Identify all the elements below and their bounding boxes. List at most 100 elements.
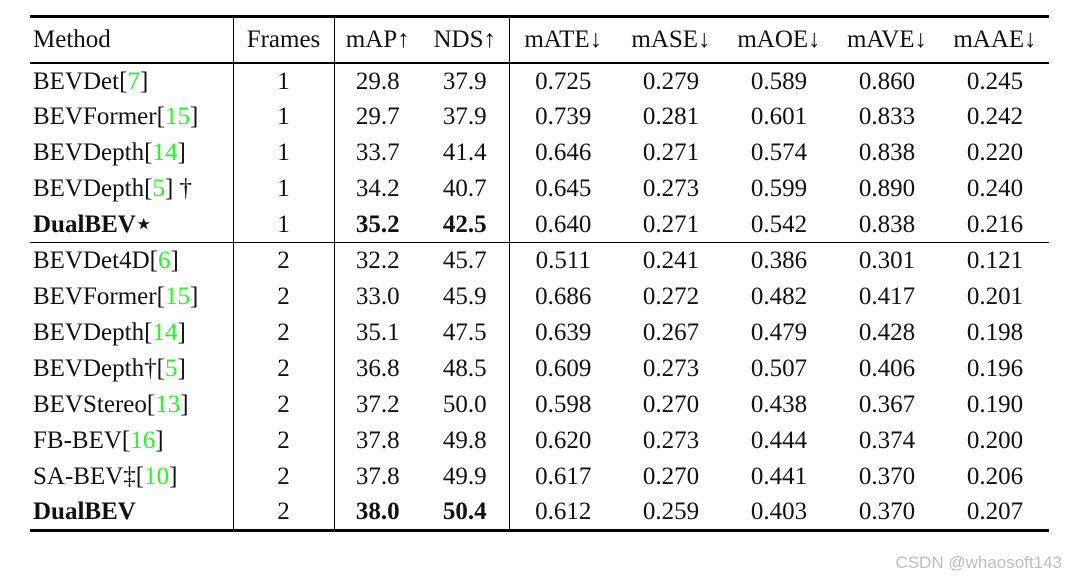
column-header-maoe: mAOE↓ bbox=[737, 26, 821, 54]
mase-cell: 0.270 bbox=[642, 463, 700, 490]
frames-cell: 2 bbox=[233, 494, 335, 531]
citation: [6] bbox=[150, 247, 179, 274]
method-cell: BEVFormer[15] bbox=[30, 278, 234, 315]
mave-cell: 0.417 bbox=[858, 283, 916, 310]
table-row: DualBEV 2 38.0 50.4 0.612 0.259 0.403 0.… bbox=[30, 494, 1049, 531]
mase-cell: 0.241 bbox=[642, 247, 700, 275]
frames-cell: 2 bbox=[233, 386, 335, 423]
mate-cell: 0.646 bbox=[535, 139, 592, 166]
method-cell: BEVDepth[14] bbox=[30, 314, 234, 351]
maoe-cell: 0.599 bbox=[750, 175, 808, 202]
maoe-cell: 0.403 bbox=[750, 498, 808, 526]
table-row: FB-BEV[16] 2 37.8 49.8 0.620 0.273 0.444… bbox=[30, 422, 1049, 459]
citation-number: 6 bbox=[157, 247, 171, 275]
nds-cell: 42.5 bbox=[421, 206, 510, 243]
maae-cell: 0.200 bbox=[966, 427, 1024, 454]
frames-cell: 2 bbox=[233, 314, 335, 351]
method-name: BEVStereo bbox=[33, 391, 147, 418]
mate-cell: 0.598 bbox=[535, 391, 592, 418]
table-row: DualBEV⋆ 1 35.2 42.5 0.640 0.271 0.542 0… bbox=[30, 206, 1049, 243]
maae-cell: 0.216 bbox=[966, 210, 1024, 238]
method-cell: BEVDepth[14] bbox=[30, 134, 234, 171]
method-name: BEVDet4D bbox=[33, 247, 150, 275]
frames-cell: 2 bbox=[233, 422, 335, 459]
method-cell: BEVDet4D[6] bbox=[30, 242, 234, 279]
nds-cell: 37.9 bbox=[421, 62, 510, 99]
method-cell: BEVDepth[5] † bbox=[30, 170, 234, 207]
citation-close-bracket: ] bbox=[189, 103, 199, 130]
maae-cell: 0.190 bbox=[966, 391, 1024, 418]
maoe-cell: 0.482 bbox=[750, 283, 808, 310]
nds-cell: 45.7 bbox=[421, 242, 510, 279]
mate-cell: 0.739 bbox=[535, 103, 592, 130]
method-cell: BEVFormer[15] bbox=[30, 98, 234, 135]
frames-cell: 1 bbox=[233, 62, 335, 99]
maae-cell: 0.201 bbox=[966, 283, 1024, 310]
table-row: BEVDepth[5] † 1 34.2 40.7 0.645 0.273 0.… bbox=[30, 170, 1049, 207]
citation-open-bracket: [ bbox=[135, 463, 145, 490]
column-header-method: Method bbox=[30, 16, 234, 63]
table-row: BEVStereo[13] 2 37.2 50.0 0.598 0.270 0.… bbox=[30, 386, 1049, 423]
mase-cell: 0.279 bbox=[642, 67, 700, 95]
table-row: BEVDet[7] 1 29.8 37.9 0.725 0.279 0.589 … bbox=[30, 62, 1049, 99]
mate-cell: 0.686 bbox=[535, 283, 592, 310]
method-suffix: † bbox=[173, 175, 193, 202]
citation: [15] bbox=[157, 103, 199, 130]
nds-cell: 50.4 bbox=[421, 494, 510, 531]
maoe-cell: 0.574 bbox=[750, 139, 808, 166]
frames-cell: 1 bbox=[233, 206, 335, 243]
citation-number: 5 bbox=[152, 175, 165, 202]
single-frame-group: BEVDet[7] 1 29.8 37.9 0.725 0.279 0.589 … bbox=[30, 62, 1049, 243]
citation-close-bracket: ] bbox=[170, 247, 179, 275]
citation: [14] bbox=[144, 139, 186, 166]
map-cell: 33.0 bbox=[355, 283, 400, 310]
mate-cell: 0.725 bbox=[535, 67, 592, 95]
method-cell: DualBEV⋆ bbox=[30, 206, 234, 243]
mave-cell: 0.890 bbox=[858, 175, 916, 202]
citation-open-bracket: [ bbox=[149, 247, 158, 275]
nds-cell: 49.9 bbox=[421, 458, 510, 495]
citation: [7] bbox=[119, 68, 148, 95]
citation-close-bracket: ] bbox=[177, 355, 186, 382]
mase-cell: 0.270 bbox=[642, 391, 700, 418]
mase-cell: 0.267 bbox=[642, 319, 700, 346]
mave-cell: 0.838 bbox=[858, 139, 916, 166]
maoe-cell: 0.542 bbox=[750, 210, 808, 238]
method-name: BEVFormer bbox=[33, 103, 157, 130]
watermark: CSDN @whaosoft143 bbox=[895, 553, 1062, 572]
citation-number: 5 bbox=[164, 355, 178, 382]
citation-close-bracket: ] bbox=[164, 175, 174, 202]
nds-cell: 40.7 bbox=[421, 170, 510, 207]
citation-number: 13 bbox=[155, 391, 181, 418]
citation-open-bracket: [ bbox=[119, 67, 128, 95]
method-name: BEVDepth bbox=[33, 175, 145, 202]
mave-cell: 0.370 bbox=[858, 498, 916, 526]
mase-cell: 0.281 bbox=[642, 103, 700, 130]
citation-open-bracket: [ bbox=[121, 427, 131, 454]
map-cell: 29.7 bbox=[355, 103, 400, 130]
citation-close-bracket: ] bbox=[139, 67, 149, 95]
citation: [5] bbox=[144, 175, 173, 202]
mave-cell: 0.374 bbox=[858, 427, 916, 454]
mave-cell: 0.367 bbox=[858, 391, 916, 418]
maae-cell: 0.207 bbox=[966, 498, 1024, 526]
maae-cell: 0.196 bbox=[966, 355, 1024, 382]
mate-cell: 0.639 bbox=[535, 319, 592, 346]
citation: [5] bbox=[157, 355, 186, 382]
table-row: BEVDepth[14] 1 33.7 41.4 0.646 0.271 0.5… bbox=[30, 134, 1049, 171]
maoe-cell: 0.589 bbox=[750, 67, 808, 95]
maae-cell: 0.220 bbox=[966, 139, 1024, 166]
citation-number: 14 bbox=[152, 319, 178, 346]
mave-cell: 0.301 bbox=[858, 247, 916, 275]
citation: [16] bbox=[122, 427, 164, 454]
maae-cell: 0.206 bbox=[966, 463, 1024, 490]
column-header-maae: mAAE↓ bbox=[953, 26, 1037, 54]
citation: [15] bbox=[157, 283, 199, 310]
mase-cell: 0.271 bbox=[642, 210, 700, 238]
map-cell: 38.0 bbox=[355, 498, 400, 526]
maoe-cell: 0.444 bbox=[750, 427, 808, 454]
method-name: BEVDepth bbox=[33, 319, 145, 346]
table-row: BEVFormer[15] 2 33.0 45.9 0.686 0.272 0.… bbox=[30, 278, 1049, 315]
maae-cell: 0.198 bbox=[966, 319, 1024, 346]
maae-cell: 0.245 bbox=[966, 67, 1024, 95]
